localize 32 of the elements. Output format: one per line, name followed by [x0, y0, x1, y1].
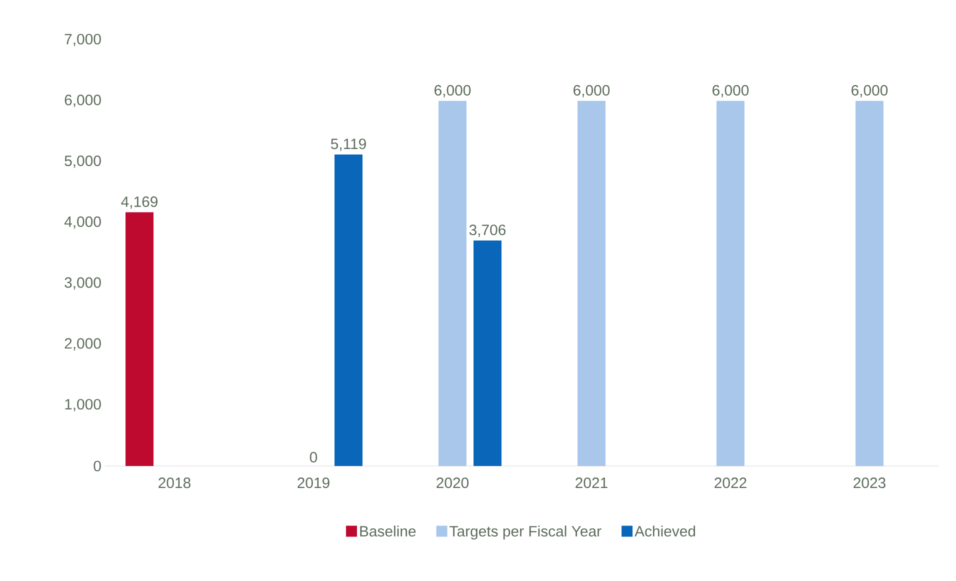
data-label: 3,706 [469, 224, 506, 237]
bar [578, 100, 606, 466]
bar [126, 212, 154, 466]
data-label: 6,000 [852, 84, 888, 98]
bar [438, 100, 467, 466]
y-tick-label: 6,000 [64, 94, 101, 108]
data-label: 0 [310, 452, 318, 462]
data-label: 6,000 [434, 84, 471, 98]
x-tick-label: 2019 [298, 478, 330, 488]
bar [716, 100, 745, 466]
data-label: 5,119 [330, 138, 366, 151]
y-tick-label: 7,000 [64, 34, 101, 46]
x-tick-label: 2020 [436, 478, 469, 488]
x-tick-label: 2022 [714, 478, 746, 488]
y-tick-label: 1,000 [65, 398, 101, 412]
bar [474, 240, 502, 466]
legend-label: Achieved [634, 526, 696, 537]
x-tick-label: 2023 [854, 478, 886, 488]
y-tick-label: 0 [94, 460, 101, 472]
bar [334, 154, 363, 466]
y-tick-label: 5,000 [64, 156, 101, 168]
data-label: 6,000 [574, 84, 610, 98]
data-label: 6,000 [712, 84, 749, 98]
x-tick-label: 2018 [158, 478, 190, 488]
y-tick-label: 4,000 [64, 216, 101, 229]
y-tick-label: 2,000 [64, 338, 101, 350]
legend-label: Baseline [360, 526, 416, 537]
bar [856, 100, 884, 466]
legend-label: Targets per Fiscal Year [450, 526, 602, 540]
y-tick-label: 3,000 [64, 277, 101, 290]
data-label: 4,169 [121, 196, 158, 209]
x-tick-label: 2021 [576, 478, 608, 488]
